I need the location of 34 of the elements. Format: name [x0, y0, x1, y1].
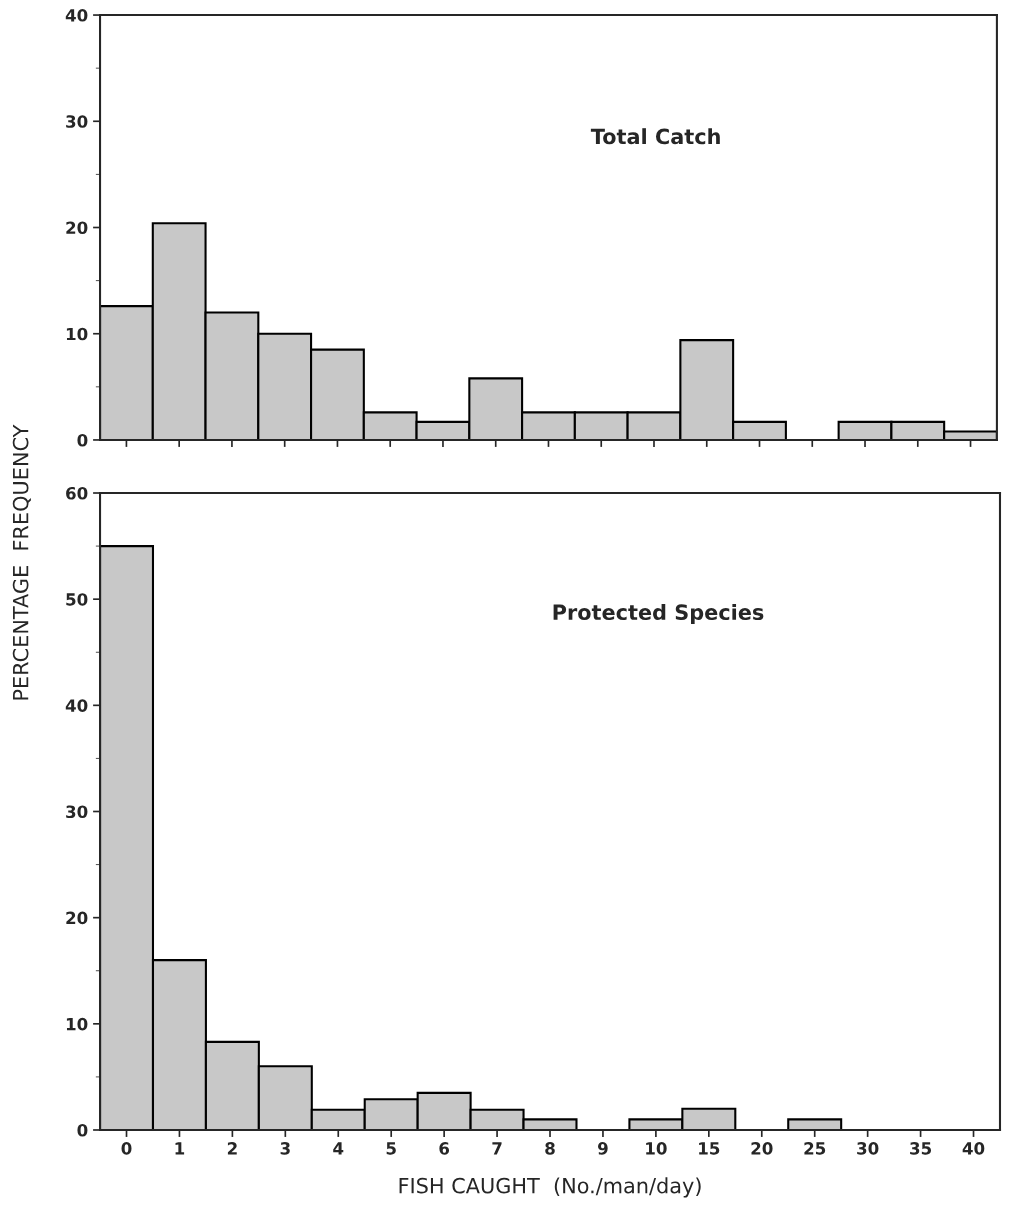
y-tick-label: 20 [66, 911, 88, 925]
bar [787, 1118, 843, 1130]
x-tick-label: 8 [545, 1142, 555, 1155]
y-tick-label: 0 [77, 1123, 88, 1137]
y-tick-label: 30 [66, 115, 88, 128]
x-tick-label: 10 [646, 1142, 667, 1155]
x-tick-label: 15 [699, 1142, 720, 1155]
y-tick-label: 30 [66, 805, 88, 819]
x-tick-label: 7 [492, 1142, 502, 1155]
y-tick-label: 40 [65, 699, 88, 712]
x-tick-label: 40 [962, 1142, 985, 1155]
y-tick-label: 10 [66, 1017, 88, 1031]
y-tick-label: 40 [65, 9, 88, 22]
y-axis-title: PERCENTAGE FREQUENCY [12, 424, 31, 700]
x-axis-title: FISH CAUGHT (No./man/day) [399, 1177, 701, 1198]
x-tick-label: 6 [439, 1142, 450, 1155]
x-tick-label: 1 [175, 1142, 185, 1155]
x-tick-label: 9 [598, 1142, 608, 1155]
x-tick-label: 25 [804, 1142, 826, 1155]
x-tick-label: 0 [121, 1142, 132, 1155]
x-tick-label: 3 [280, 1142, 290, 1155]
x-tick-label: 4 [333, 1142, 344, 1155]
x-tick-label: 35 [910, 1142, 932, 1155]
y-tick-label: 60 [66, 486, 88, 500]
x-tick-label: 30 [857, 1142, 879, 1155]
x-tick-label: 5 [386, 1142, 396, 1155]
x-tick-label: 2 [227, 1142, 237, 1155]
y-tick-label: 10 [66, 327, 88, 341]
annotation: Protected Species [553, 603, 764, 625]
y-tick-label: 0 [77, 433, 88, 447]
y-tick-label: 20 [66, 221, 88, 235]
y-tick-label: 50 [66, 593, 88, 606]
annotation: Total Catch [590, 128, 720, 145]
x-tick-label: 20 [751, 1142, 773, 1155]
